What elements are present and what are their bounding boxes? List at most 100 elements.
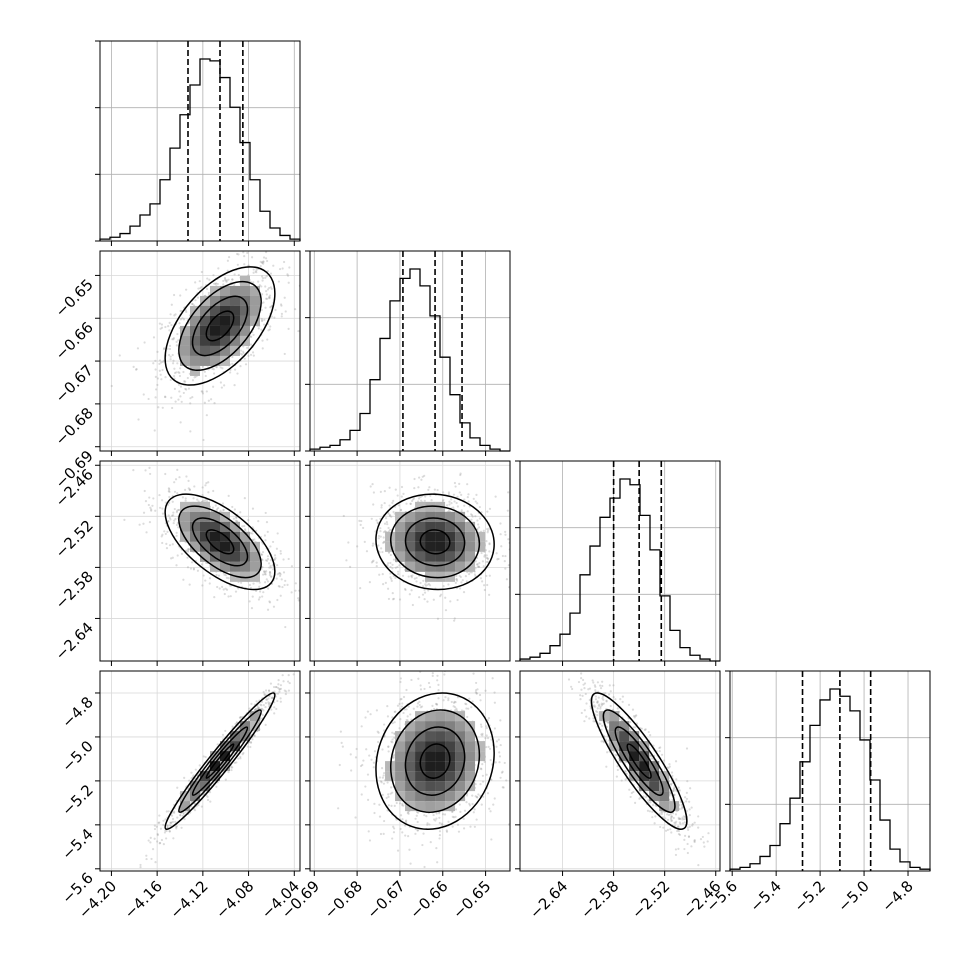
sample-point (158, 359, 162, 362)
sample-point (249, 353, 253, 356)
sample-point (262, 573, 265, 576)
sample-point (283, 352, 286, 356)
histogram-panel-3 (725, 670, 931, 872)
sample-point (387, 795, 390, 798)
sample-point (179, 294, 182, 297)
sample-point (181, 814, 184, 817)
sample-point (500, 545, 503, 548)
sample-point (212, 274, 215, 277)
sample-point (268, 600, 271, 603)
sample-point (166, 530, 169, 533)
sample-point (175, 564, 178, 567)
sample-point (280, 315, 283, 318)
sample-point (458, 574, 461, 577)
sample-point (156, 840, 159, 843)
sample-point (147, 839, 150, 842)
sample-point (242, 251, 245, 254)
sample-point (263, 694, 266, 697)
sample-point (264, 285, 267, 288)
sample-point (427, 488, 430, 491)
sample-point (421, 585, 425, 588)
sample-point (383, 530, 387, 533)
sample-point (278, 245, 280, 247)
sample-point (435, 703, 439, 706)
panel-frame (99, 250, 301, 452)
sample-point (272, 568, 275, 571)
sample-point (497, 557, 500, 561)
density-cell (230, 315, 240, 326)
sample-point (240, 581, 243, 584)
sample-point (201, 390, 204, 393)
sample-point (265, 698, 269, 701)
sample-point (450, 502, 453, 505)
sample-point (261, 558, 264, 562)
sample-point (223, 592, 226, 596)
sample-point (198, 280, 201, 283)
density-cell (230, 551, 240, 562)
sample-point (179, 421, 182, 424)
sample-point (382, 774, 385, 777)
sample-point (417, 677, 420, 680)
sample-point (148, 466, 151, 469)
sample-point (476, 796, 479, 799)
sample-point (436, 617, 440, 620)
sample-point (137, 418, 140, 421)
density-cell (240, 325, 250, 336)
sample-point (459, 473, 462, 477)
sample-point (185, 475, 188, 478)
sample-point (261, 566, 264, 569)
sample-point (294, 589, 297, 592)
sample-point (389, 576, 392, 579)
sample-point (152, 497, 155, 500)
sample-point (156, 377, 159, 380)
sample-point (466, 510, 469, 513)
sample-point (145, 854, 148, 857)
sample-point (428, 685, 432, 689)
sample-point (268, 701, 271, 705)
sample-point (191, 396, 194, 399)
sample-point (258, 585, 261, 588)
sample-point (233, 273, 236, 276)
sample-point (401, 804, 404, 807)
sample-point (387, 526, 390, 530)
sample-point (214, 504, 217, 507)
sample-point (420, 478, 423, 481)
sample-point (167, 325, 170, 328)
sample-point (253, 708, 256, 712)
sample-point (247, 719, 251, 722)
panel-frame (99, 40, 301, 242)
sample-point (205, 390, 208, 393)
sample-point (466, 495, 469, 499)
sample-point (251, 351, 255, 354)
sample-point (259, 264, 262, 268)
sample-point (392, 499, 395, 503)
sample-point (227, 577, 230, 580)
density-cell (405, 541, 416, 552)
sample-point (215, 785, 218, 788)
sample-point (243, 263, 246, 266)
sample-point (392, 597, 396, 600)
sample-point (264, 251, 268, 254)
histogram-step-line (309, 268, 510, 452)
sample-point (212, 385, 215, 388)
sample-point (276, 564, 279, 567)
sample-point (464, 575, 467, 578)
sample-point (200, 563, 204, 566)
sample-point (187, 487, 190, 490)
sample-point (227, 278, 230, 281)
sample-point (193, 809, 197, 812)
sample-point (278, 572, 281, 575)
sample-point (230, 766, 233, 769)
sample-point (471, 515, 474, 518)
sample-point (463, 504, 466, 507)
sample-point (453, 481, 457, 485)
sample-point (476, 502, 479, 505)
sample-point (392, 510, 395, 514)
sample-point (259, 703, 262, 706)
sample-point (236, 372, 239, 375)
sample-point (220, 386, 223, 389)
sample-point (241, 753, 244, 756)
sample-point (156, 832, 159, 836)
sample-point (168, 516, 171, 519)
density-cell (435, 551, 446, 562)
